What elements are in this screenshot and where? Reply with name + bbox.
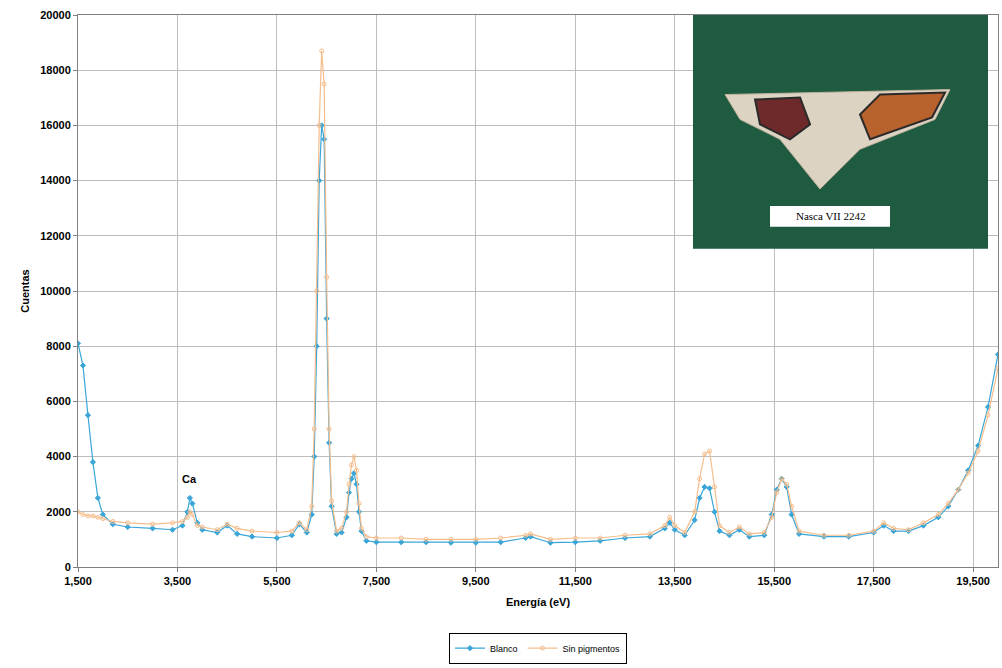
svg-text:15,500: 15,500 bbox=[757, 575, 791, 587]
svg-text:2000: 2000 bbox=[46, 506, 70, 518]
svg-text:13,500: 13,500 bbox=[658, 575, 692, 587]
svg-text:7,500: 7,500 bbox=[363, 575, 391, 587]
svg-text:14000: 14000 bbox=[40, 174, 71, 186]
svg-text:6000: 6000 bbox=[46, 395, 70, 407]
svg-text:17,500: 17,500 bbox=[857, 575, 891, 587]
svg-text:19,500: 19,500 bbox=[956, 575, 990, 587]
svg-text:Sin pigmentos: Sin pigmentos bbox=[563, 644, 621, 654]
svg-text:Blanco: Blanco bbox=[490, 644, 518, 654]
svg-text:4000: 4000 bbox=[46, 450, 70, 462]
svg-text:Energía (eV): Energía (eV) bbox=[506, 596, 571, 608]
svg-text:1,500: 1,500 bbox=[64, 575, 92, 587]
svg-text:12000: 12000 bbox=[40, 230, 71, 242]
svg-text:3,500: 3,500 bbox=[164, 575, 192, 587]
svg-text:18000: 18000 bbox=[40, 64, 71, 76]
svg-text:10000: 10000 bbox=[40, 285, 71, 297]
svg-text:9,500: 9,500 bbox=[462, 575, 490, 587]
svg-text:11,500: 11,500 bbox=[559, 575, 592, 587]
svg-text:8000: 8000 bbox=[46, 340, 70, 352]
svg-text:Ca: Ca bbox=[182, 473, 197, 485]
svg-text:0: 0 bbox=[65, 561, 71, 573]
svg-text:Cuentas: Cuentas bbox=[19, 269, 31, 312]
svg-text:5,500: 5,500 bbox=[263, 575, 291, 587]
svg-text:16000: 16000 bbox=[40, 119, 71, 131]
svg-text:Nasca VII 2242: Nasca VII 2242 bbox=[796, 210, 865, 222]
svg-text:20000: 20000 bbox=[40, 9, 71, 21]
